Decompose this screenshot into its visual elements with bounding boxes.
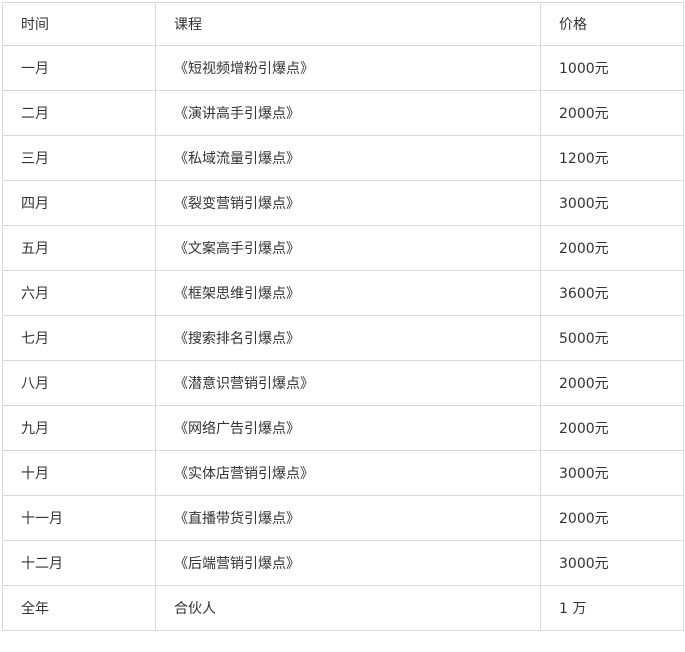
course-cell: 合伙人 [155, 585, 541, 631]
table-row: 三月 《私域流量引爆点》 1200元 [2, 135, 684, 181]
table-row: 六月 《框架思维引爆点》 3600元 [2, 270, 684, 316]
time-cell: 十二月 [2, 540, 156, 586]
time-cell: 十月 [2, 450, 156, 496]
column-header-time: 时间 [2, 2, 156, 46]
course-cell: 《实体店营销引爆点》 [155, 450, 541, 496]
table-row: 十一月 《直播带货引爆点》 2000元 [2, 495, 684, 541]
time-cell: 二月 [2, 90, 156, 136]
time-cell: 全年 [2, 585, 156, 631]
table-body: 一月 《短视频增粉引爆点》 1000元 二月 《演讲高手引爆点》 2000元 三月 《私域流量… [2, 45, 684, 631]
price-cell: 1200元 [540, 135, 684, 181]
price-cell: 3000元 [540, 450, 684, 496]
course-cell: 《搜索排名引爆点》 [155, 315, 541, 361]
time-cell: 八月 [2, 360, 156, 406]
table-header: 时间 课程 价格 [2, 2, 684, 46]
course-cell: 《直播带货引爆点》 [155, 495, 541, 541]
course-cell: 《后端营销引爆点》 [155, 540, 541, 586]
table-row: 一月 《短视频增粉引爆点》 1000元 [2, 45, 684, 91]
price-cell: 2000元 [540, 90, 684, 136]
time-cell: 三月 [2, 135, 156, 181]
time-cell: 五月 [2, 225, 156, 271]
price-cell: 2000元 [540, 405, 684, 451]
price-cell: 3000元 [540, 540, 684, 586]
time-cell: 一月 [2, 45, 156, 91]
time-cell: 九月 [2, 405, 156, 451]
column-header-course: 课程 [155, 2, 541, 46]
price-cell: 3000元 [540, 180, 684, 226]
course-cell: 《文案高手引爆点》 [155, 225, 541, 271]
time-cell: 七月 [2, 315, 156, 361]
table-row: 二月 《演讲高手引爆点》 2000元 [2, 90, 684, 136]
course-cell: 《裂变营销引爆点》 [155, 180, 541, 226]
price-cell: 2000元 [540, 360, 684, 406]
price-cell: 2000元 [540, 495, 684, 541]
time-cell: 十一月 [2, 495, 156, 541]
price-cell: 2000元 [540, 225, 684, 271]
price-cell: 1000元 [540, 45, 684, 91]
table-row: 九月 《网络广告引爆点》 2000元 [2, 405, 684, 451]
price-cell: 3600元 [540, 270, 684, 316]
column-header-price: 价格 [540, 2, 684, 46]
table-row: 七月 《搜索排名引爆点》 5000元 [2, 315, 684, 361]
course-cell: 《演讲高手引爆点》 [155, 90, 541, 136]
time-cell: 四月 [2, 180, 156, 226]
time-cell: 六月 [2, 270, 156, 316]
course-cell: 《网络广告引爆点》 [155, 405, 541, 451]
course-price-table: 时间 课程 价格 一月 《短视频增粉引爆点》 1000元 二月 《演讲高手引爆点》 200… [2, 2, 684, 631]
price-cell: 5000元 [540, 315, 684, 361]
table-row: 八月 《潜意识营销引爆点》 2000元 [2, 360, 684, 406]
price-cell: 1 万 [540, 585, 684, 631]
course-cell: 《短视频增粉引爆点》 [155, 45, 541, 91]
table-row: 十二月 《后端营销引爆点》 3000元 [2, 540, 684, 586]
table-row: 全年 合伙人 1 万 [2, 585, 684, 631]
header-row: 时间 课程 价格 [2, 2, 684, 46]
course-cell: 《私域流量引爆点》 [155, 135, 541, 181]
table-row: 十月 《实体店营销引爆点》 3000元 [2, 450, 684, 496]
table-row: 五月 《文案高手引爆点》 2000元 [2, 225, 684, 271]
table-row: 四月 《裂变营销引爆点》 3000元 [2, 180, 684, 226]
course-cell: 《潜意识营销引爆点》 [155, 360, 541, 406]
course-cell: 《框架思维引爆点》 [155, 270, 541, 316]
